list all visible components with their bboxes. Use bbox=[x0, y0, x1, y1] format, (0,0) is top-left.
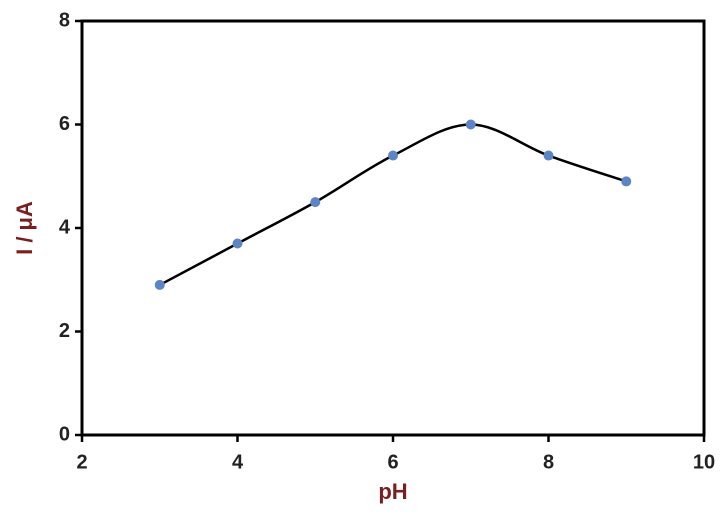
data-point bbox=[465, 119, 476, 130]
y-tick-label: 4 bbox=[59, 216, 71, 238]
x-tick-label: 2 bbox=[76, 451, 87, 473]
data-point bbox=[310, 197, 321, 208]
x-axis-label: pH bbox=[378, 479, 407, 504]
data-line bbox=[159, 123, 627, 287]
x-tick-label: 8 bbox=[543, 451, 554, 473]
data-point bbox=[621, 176, 632, 187]
data-point bbox=[154, 279, 165, 290]
y-tick-label: 0 bbox=[59, 423, 70, 445]
y-tick-label: 2 bbox=[59, 320, 70, 342]
data-point bbox=[232, 238, 243, 249]
x-tick-label: 10 bbox=[693, 451, 715, 473]
y-axis-label: I / μA bbox=[12, 201, 37, 255]
y-tick-label: 8 bbox=[59, 9, 70, 31]
data-point bbox=[543, 150, 554, 161]
plot-frame bbox=[80, 19, 706, 437]
x-tick-label: 4 bbox=[232, 451, 244, 473]
data-point bbox=[388, 150, 398, 161]
y-tick-label: 6 bbox=[59, 113, 70, 135]
x-tick-label: 6 bbox=[387, 451, 398, 473]
